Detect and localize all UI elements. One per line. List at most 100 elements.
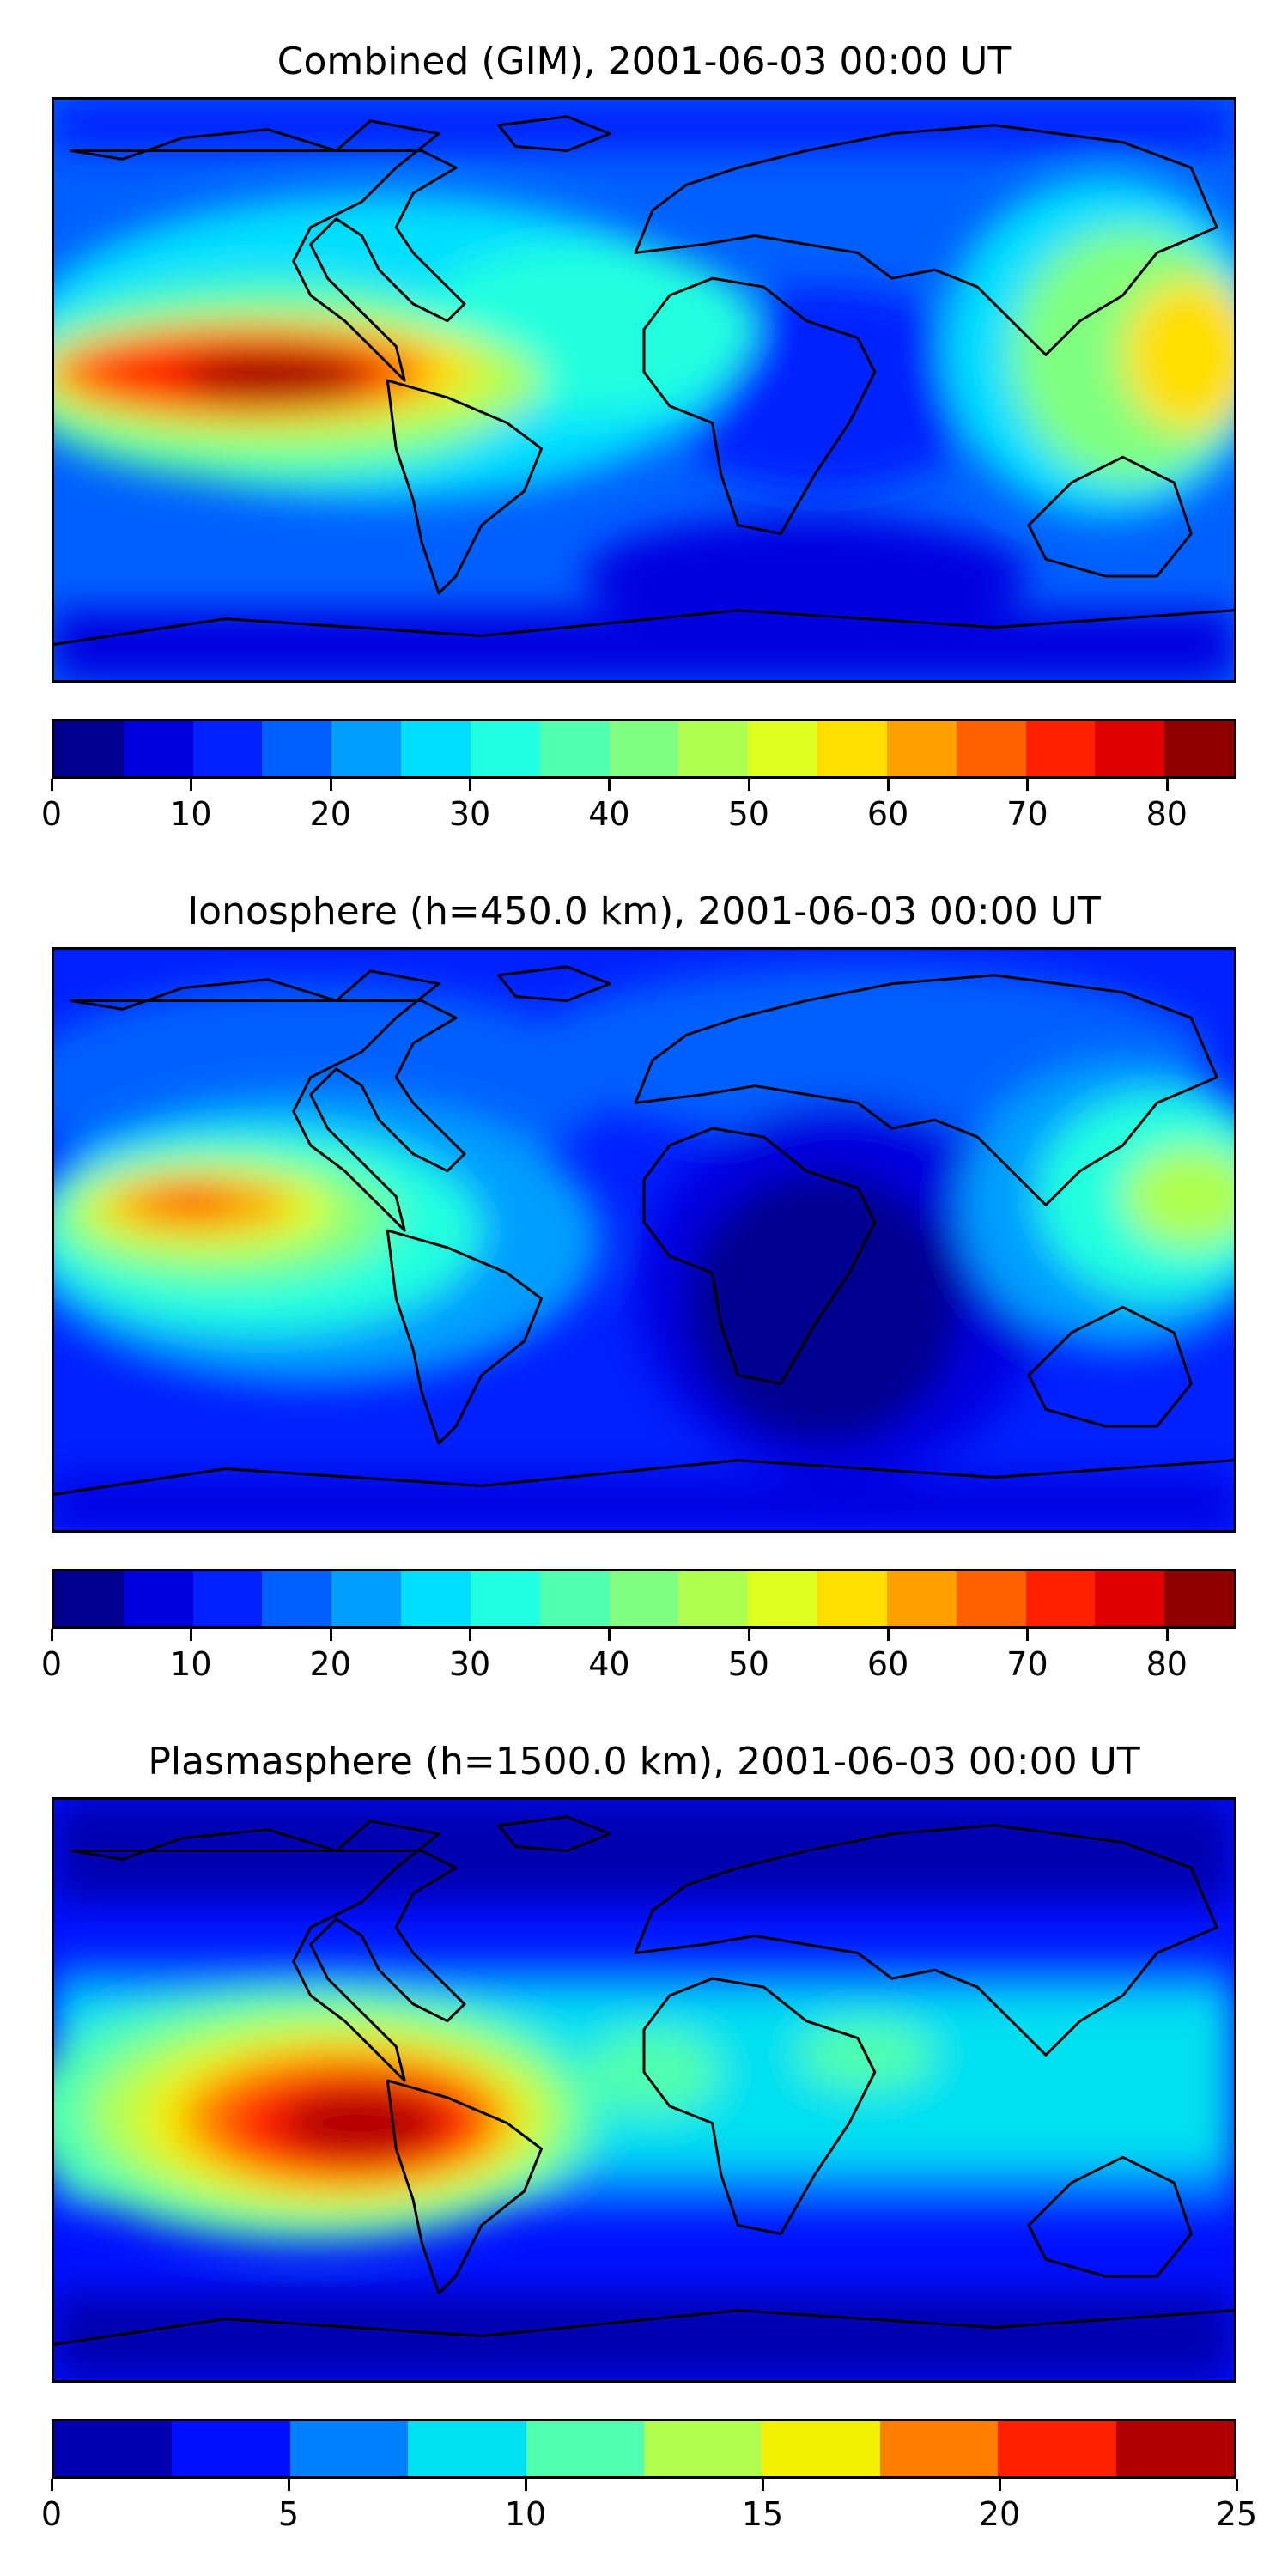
- colorbar-tick: [762, 2479, 764, 2491]
- colorbar-segment: [609, 1571, 679, 1626]
- colorbar-tick: [747, 779, 750, 791]
- colorbar-tick-label: 0: [40, 2495, 63, 2533]
- colorbar-tick-label: 60: [866, 795, 909, 833]
- colorbar-tick-label: 10: [504, 2495, 547, 2533]
- colorbar-segment: [748, 721, 818, 776]
- colorbar-tick: [469, 779, 472, 791]
- colorbar-tick: [329, 1629, 332, 1641]
- colorbar-tick: [608, 779, 611, 791]
- colorbar-tick-label: 40: [588, 1645, 630, 1683]
- colorbar-segment: [1164, 721, 1235, 776]
- colorbar-segment: [123, 721, 193, 776]
- colorbar-segment: [748, 1571, 818, 1626]
- colorbar-segment: [1025, 721, 1096, 776]
- colorbar-segment: [644, 2421, 762, 2476]
- map-plasmasphere: [52, 1797, 1236, 2383]
- colorbar-tick: [288, 2479, 290, 2491]
- colorbar-segment: [886, 1571, 957, 1626]
- colorbar-segment: [289, 2421, 409, 2476]
- colorbar-segment: [762, 2421, 880, 2476]
- panel-title-ionosphere: Ionosphere (h=450.0 km), 2001-06-03 00:0…: [187, 890, 1101, 933]
- colorbar-tick: [469, 1629, 472, 1641]
- colorbar-tick-label: 0: [40, 1645, 63, 1683]
- colorbar-segment: [262, 1571, 332, 1626]
- colorbar-segment: [1095, 1571, 1165, 1626]
- colorbar-tick: [1026, 1629, 1030, 1641]
- colorbar-tick: [190, 1629, 193, 1641]
- colorbar-segment: [539, 1571, 610, 1626]
- colorbar-segment: [678, 1571, 749, 1626]
- colorbar-segment: [1095, 721, 1165, 776]
- colorbar-tick: [525, 2479, 527, 2491]
- colorbar-tick: [1026, 779, 1030, 791]
- colorbar-segment: [192, 721, 263, 776]
- colorbar-segment: [956, 721, 1026, 776]
- colorbar-tick-label: 70: [1006, 795, 1048, 833]
- colorbar-tick-label: 20: [978, 2495, 1021, 2533]
- colorbar-tick-label: 5: [277, 2495, 300, 2533]
- colorbar-segment: [539, 721, 610, 776]
- panel-title-combined: Combined (GIM), 2001-06-03 00:00 UT: [276, 39, 1012, 83]
- colorbar-ticks-plasmasphere: 0 5 10 15 20 25: [41, 2479, 1257, 2533]
- colorbar-tick: [999, 2479, 1001, 2491]
- colorbar-ionosphere: [52, 1569, 1236, 1629]
- colorbar-segment: [408, 2421, 526, 2476]
- colorbar-tick-label: 20: [309, 1645, 351, 1683]
- colorbar-tick-label: 40: [588, 795, 630, 833]
- colorbar-segment: [262, 721, 332, 776]
- colorbar-tick: [747, 1629, 750, 1641]
- colorbar-tick: [51, 1629, 53, 1641]
- colorbar-tick: [1165, 779, 1169, 791]
- colorbar-tick: [887, 1629, 890, 1641]
- colorbar-tick-label: 60: [866, 1645, 909, 1683]
- colorbar-tick: [51, 2479, 53, 2491]
- colorbar-segment: [401, 1571, 471, 1626]
- colorbar-tick-label: 10: [170, 1645, 212, 1683]
- colorbar-segment: [172, 2421, 290, 2476]
- map-combined: [52, 97, 1236, 683]
- colorbar-segment: [192, 1571, 263, 1626]
- colorbar-segment: [470, 721, 540, 776]
- colorbar-tick-label: 70: [1006, 1645, 1048, 1683]
- colorbar-segment: [401, 721, 471, 776]
- colorbar-tick: [1165, 1629, 1169, 1641]
- colorbar-segment: [609, 721, 679, 776]
- colorbar-tick-label: 0: [40, 795, 63, 833]
- colorbar-segment: [678, 721, 749, 776]
- colorbar-tick-label: 20: [309, 795, 351, 833]
- colorbar-segment: [54, 1571, 124, 1626]
- colorbar-tick-label: 80: [1145, 1645, 1188, 1683]
- colorbar-tick-label: 10: [170, 795, 212, 833]
- colorbar-tick-label: 30: [448, 795, 491, 833]
- colorbar-segment: [886, 721, 957, 776]
- colorbar-segment: [998, 2421, 1116, 2476]
- colorbar-segment: [123, 1571, 193, 1626]
- colorbar-tick-label: 50: [727, 1645, 769, 1683]
- colorbar-tick: [51, 779, 53, 791]
- colorbar-tick-label: 50: [727, 795, 769, 833]
- colorbar-tick: [190, 779, 193, 791]
- colorbar-segment: [470, 1571, 540, 1626]
- colorbar-tick: [1236, 2479, 1238, 2491]
- colorbar-ticks-combined: 0 10 20 30 40 50 60 70 80: [41, 779, 1236, 833]
- colorbar-segment: [879, 2421, 999, 2476]
- colorbar-segment: [956, 1571, 1026, 1626]
- colorbar-tick: [887, 779, 890, 791]
- colorbar-segment: [1025, 1571, 1096, 1626]
- colorbar-tick-label: 15: [741, 2495, 784, 2533]
- colorbar-segment: [817, 721, 887, 776]
- colorbar-combined: [52, 719, 1236, 779]
- colorbar-tick: [329, 779, 332, 791]
- colorbar-segment: [1164, 1571, 1235, 1626]
- colorbar-plasmasphere: [52, 2419, 1236, 2479]
- panel-title-plasmasphere: Plasmasphere (h=1500.0 km), 2001-06-03 0…: [148, 1740, 1140, 1783]
- colorbar-tick-label: 80: [1145, 795, 1188, 833]
- colorbar-tick: [608, 1629, 611, 1641]
- colorbar-tick-label: 25: [1215, 2495, 1258, 2533]
- colorbar-segment: [1115, 2421, 1235, 2476]
- map-ionosphere: [52, 947, 1236, 1533]
- colorbar-segment: [331, 1571, 402, 1626]
- colorbar-tick-label: 30: [448, 1645, 491, 1683]
- colorbar-segment: [817, 1571, 887, 1626]
- colorbar-segment: [54, 721, 124, 776]
